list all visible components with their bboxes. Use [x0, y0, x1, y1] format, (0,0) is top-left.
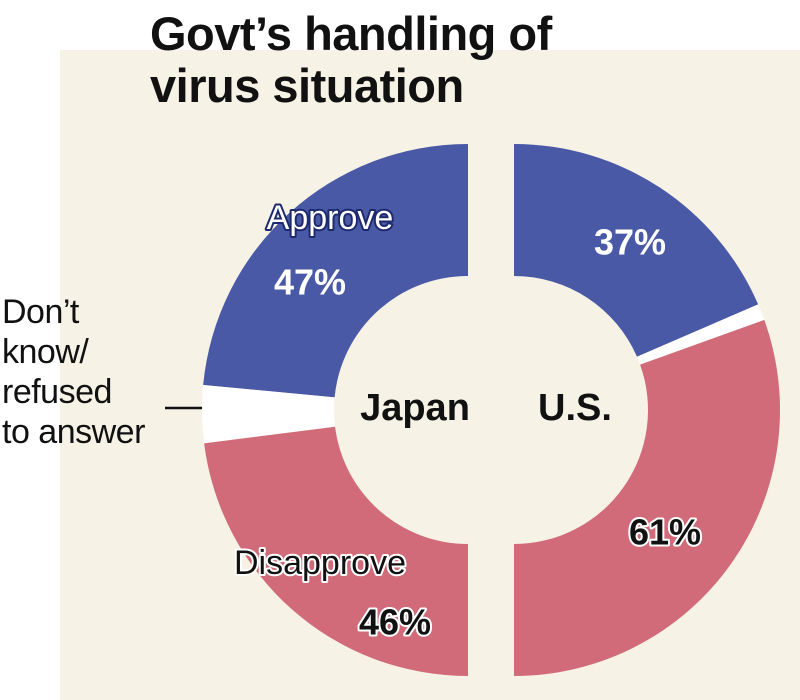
- category-label: Approve: [267, 199, 394, 237]
- donut-segment: [203, 144, 468, 398]
- category-label: Disapprove: [234, 544, 406, 582]
- donut-segment: [514, 144, 759, 357]
- donut-segment: [636, 304, 765, 365]
- value-label: 47%: [274, 262, 346, 303]
- value-label: 37%: [594, 222, 666, 263]
- chart-title: Govt’s handling of virus situation: [150, 7, 552, 112]
- series-label: Japan: [360, 387, 470, 429]
- donut-segment: [201, 384, 336, 444]
- donut-segment: [514, 319, 781, 676]
- series-label: U.S.: [538, 387, 612, 429]
- value-label: 46%: [359, 602, 431, 643]
- donut-segment: [204, 426, 469, 676]
- value-label: 61%: [629, 512, 701, 553]
- category-label: Don’t know/ refused to answer: [2, 293, 145, 451]
